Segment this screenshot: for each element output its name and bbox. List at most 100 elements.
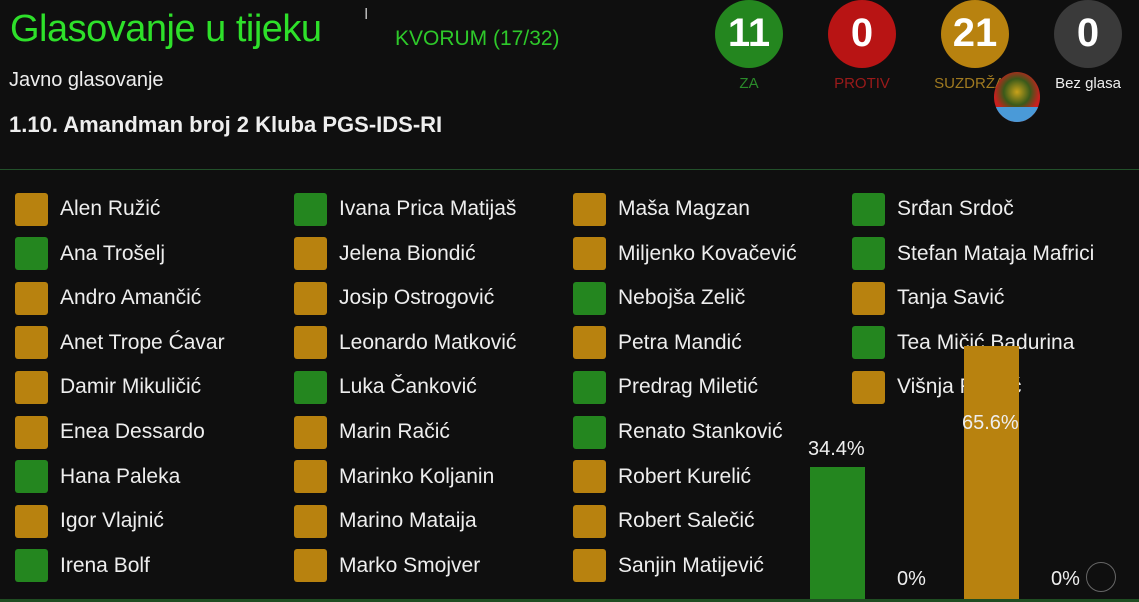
- member-name: Alen Ružić: [60, 197, 161, 220]
- count-bez_glasa: 0 Bez glasa: [1054, 0, 1122, 92]
- vote-status-indicator: [573, 460, 606, 494]
- bar-suzdržan: [964, 346, 1019, 600]
- member-row: Predrag Miletić: [573, 370, 758, 404]
- city-coat-of-arms-logo: [994, 72, 1040, 122]
- count-bez_glasa-circle: 0: [1054, 0, 1122, 68]
- member-row: Anet Trope Ćavar: [15, 326, 225, 360]
- member-name: Robert Kurelić: [618, 464, 752, 488]
- member-name: Renato Stanković: [618, 420, 783, 443]
- vote-status-indicator: [294, 370, 327, 404]
- quorum-status: KVORUM (17/32): [395, 27, 560, 50]
- vote-status-indicator: [852, 237, 885, 271]
- count-protiv: 0 PROTIV: [828, 0, 896, 92]
- voting-type: Javno glasovanje: [9, 69, 164, 91]
- count-za-label: ZA: [739, 75, 759, 92]
- bar-label: 34.4%: [808, 437, 865, 460]
- member-row: Marin Račić: [294, 415, 450, 449]
- member-name: Jelena Biondić: [339, 241, 476, 265]
- count-suzdrzan: 21 SUZDRŽAN: [934, 0, 1016, 92]
- member-row: Leonardo Matković: [294, 326, 516, 360]
- vote-status-indicator: [15, 370, 48, 404]
- member-row: Marino Mataija: [294, 504, 477, 538]
- vote-status-indicator: [294, 460, 327, 494]
- member-name: Irena Bolf: [60, 553, 150, 577]
- member-row: Damir Mikuličić: [15, 370, 201, 404]
- vote-status-indicator: [294, 549, 327, 583]
- member-name: Josip Ostrogović: [339, 286, 495, 310]
- member-name: Petra Mandić: [618, 330, 742, 354]
- member-name: Marinko Koljanin: [339, 464, 495, 488]
- member-name: Ana Trošelj: [60, 241, 166, 265]
- member-name: Andro Amančić: [60, 286, 202, 310]
- vote-status-indicator: [294, 281, 327, 315]
- count-protiv-circle: 0: [828, 0, 896, 68]
- vote-status-indicator: [15, 192, 48, 226]
- member-name: Robert Salečić: [618, 509, 755, 533]
- member-name: Stefan Mataja Mafrici: [897, 241, 1095, 265]
- vote-status-indicator: [852, 281, 885, 315]
- member-name: Leonardo Matković: [339, 330, 517, 354]
- member-name: Ivana Prica Matijaš: [339, 197, 517, 220]
- member-row: Sanjin Matijević: [573, 549, 764, 583]
- vote-status-indicator: [294, 415, 327, 449]
- text-cursor-icon: I: [364, 6, 369, 23]
- member-name: Anet Trope Ćavar: [60, 330, 225, 354]
- member-name: Marin Račić: [339, 420, 450, 443]
- member-name: Nebojša Zelič: [618, 286, 746, 310]
- member-row: Nebojša Zelič: [573, 281, 745, 315]
- vote-status-indicator: [294, 192, 327, 226]
- vote-status-indicator: [15, 415, 48, 449]
- member-row: Tea Mičić Badurina: [852, 326, 1074, 360]
- member-name: Tea Mičić Badurina: [897, 330, 1075, 354]
- member-name: Marko Smojver: [339, 553, 481, 577]
- member-row: Marko Smojver: [294, 549, 480, 583]
- member-row: Irena Bolf: [15, 549, 150, 583]
- member-row: Josip Ostrogović: [294, 281, 494, 315]
- vote-status-indicator: [294, 504, 327, 538]
- vote-status-indicator: [573, 281, 606, 315]
- vote-status-indicator: [573, 326, 606, 360]
- member-name: Sanjin Matijević: [618, 553, 764, 577]
- member-name: Damir Mikuličić: [60, 375, 202, 399]
- member-row: Alen Ružić: [15, 192, 160, 226]
- watermark-seal-icon: [1086, 562, 1116, 592]
- member-name: Maša Magzan: [618, 197, 750, 220]
- vote-status-indicator: [294, 237, 327, 271]
- agenda-item-title: 1.10. Amandman broj 2 Kluba PGS-IDS-RI: [9, 112, 443, 137]
- member-name: Srđan Srdoč: [897, 197, 1014, 220]
- bar-label: 65.6%: [962, 412, 1019, 434]
- vote-status-indicator: [15, 237, 48, 271]
- member-name: Miljenko Kovačević: [618, 241, 797, 265]
- member-row: Tanja Savić: [852, 281, 1004, 315]
- page-title: Glasovanje u tijeku: [10, 8, 322, 50]
- member-row: Petra Mandić: [573, 326, 742, 360]
- member-name: Luka Čanković: [339, 375, 477, 399]
- member-row: Srđan Srdoč: [852, 192, 1014, 226]
- count-suzdrzan-circle: 21: [941, 0, 1009, 68]
- member-row: Maša Magzan: [573, 192, 750, 226]
- count-za-circle: 11: [715, 0, 783, 68]
- vote-status-indicator: [573, 237, 606, 271]
- member-row: Jelena Biondić: [294, 237, 476, 271]
- bar-label: 0%: [1051, 568, 1080, 590]
- member-name: Igor Vlajnić: [60, 509, 164, 533]
- member-name: Predrag Miletić: [618, 375, 759, 399]
- vote-status-indicator: [15, 504, 48, 538]
- member-row: Marinko Koljanin: [294, 460, 494, 494]
- member-row: Enea Dessardo: [15, 415, 205, 449]
- vote-status-indicator: [852, 370, 885, 404]
- member-row: Igor Vlajnić: [15, 504, 164, 538]
- bottom-divider: [0, 599, 1139, 602]
- member-row: Luka Čanković: [294, 370, 477, 404]
- member-row: Ivana Prica Matijaš: [294, 192, 516, 226]
- vote-status-indicator: [15, 281, 48, 315]
- vote-status-indicator: [573, 415, 606, 449]
- member-row: Stefan Mataja Mafrici: [852, 237, 1094, 271]
- vote-status-indicator: [573, 192, 606, 226]
- member-name: Hana Paleka: [60, 464, 181, 488]
- count-za: 11 ZA: [715, 0, 783, 92]
- bar-label: 0%: [897, 568, 926, 590]
- member-name: Tanja Savić: [897, 286, 1005, 310]
- vote-status-indicator: [573, 549, 606, 583]
- vote-status-indicator: [15, 460, 48, 494]
